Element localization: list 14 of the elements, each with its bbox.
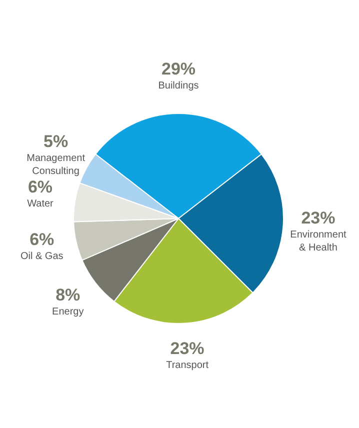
slice-label: Oil & Gas: [20, 251, 64, 262]
data-label: 29%: [161, 60, 196, 78]
data-label: 23%: [170, 339, 204, 358]
slice-label: Buildings: [158, 80, 199, 92]
data-label: 23%: [301, 208, 336, 228]
data-label: 6%: [30, 230, 54, 250]
slice-label: Transport: [166, 360, 209, 372]
data-label: 8%: [56, 285, 80, 304]
data-label: 5%: [44, 132, 68, 152]
data-label: 6%: [28, 178, 53, 197]
slice-label: Energy: [52, 306, 84, 318]
slice-label: Management Consulting: [26, 153, 86, 178]
slice-label: Environment & Health: [290, 229, 347, 254]
slice-label: Water: [27, 198, 54, 210]
